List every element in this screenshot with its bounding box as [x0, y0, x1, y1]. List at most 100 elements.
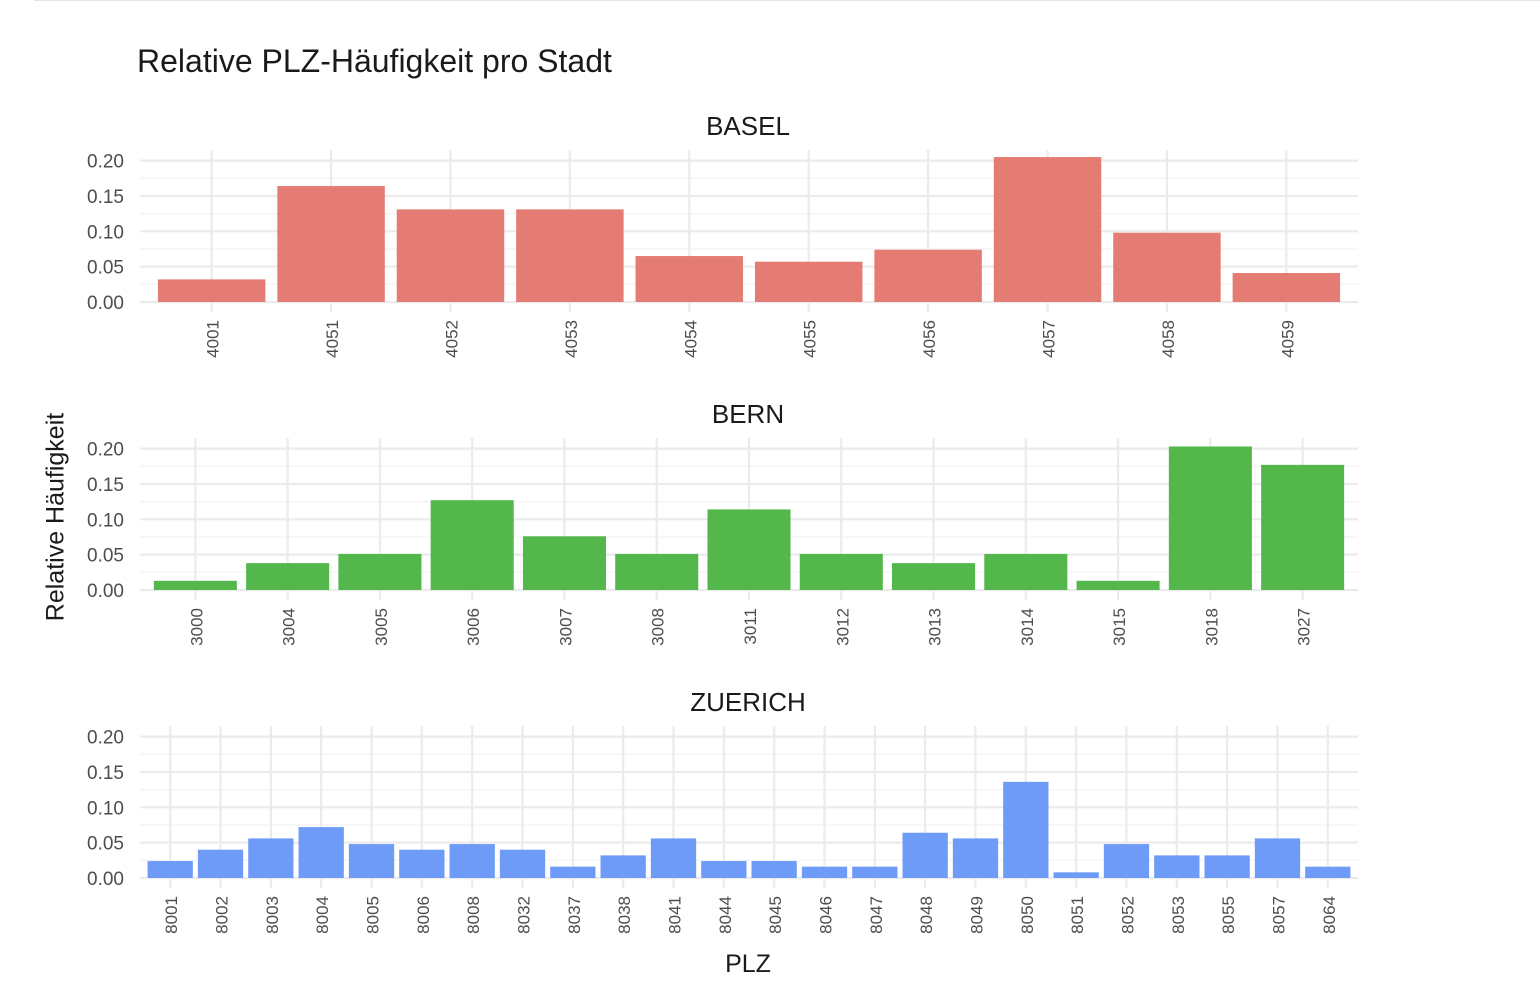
bar-zuerich-8038 [600, 855, 646, 878]
y-tick-label: 0.20 [87, 728, 124, 749]
bar-zuerich-8051 [1053, 872, 1099, 878]
y-tick-label: 0.10 [87, 222, 124, 243]
y-tick-label: 0.15 [87, 763, 124, 784]
x-tick-label: 8003 [263, 896, 282, 934]
x-tick-label: 8001 [162, 896, 181, 934]
bar-bern-3004 [246, 563, 330, 590]
bar-zuerich-8037 [550, 866, 596, 878]
bar-bern-3013 [892, 563, 976, 590]
x-tick-label: 8053 [1169, 896, 1188, 934]
x-tick-label: 8064 [1320, 896, 1339, 934]
x-tick-label: 8041 [666, 896, 685, 934]
x-tick-label: 4053 [562, 320, 581, 358]
x-tick-label: 8005 [364, 896, 383, 934]
x-tick-label: 4055 [801, 320, 820, 358]
bar-bern-3012 [799, 553, 883, 590]
y-tick-label: 0.15 [87, 187, 124, 208]
x-tick-label: 8002 [213, 896, 232, 934]
x-tick-label: 8032 [515, 896, 534, 934]
y-tick-label: 0.00 [87, 581, 124, 602]
bar-bern-3014 [984, 553, 1068, 590]
x-tick-label: 3007 [556, 608, 575, 646]
x-tick-label: 8052 [1118, 896, 1137, 934]
x-tick-label: 3008 [649, 608, 668, 646]
bar-bern-3008 [615, 553, 699, 590]
bar-bern-3011 [707, 509, 791, 590]
y-tick-label: 0.20 [87, 440, 124, 461]
x-tick-label: 8038 [615, 896, 634, 934]
x-tick-label: 4059 [1278, 320, 1297, 358]
bar-bern-3027 [1261, 464, 1345, 590]
y-tick-label: 0.20 [87, 152, 124, 173]
x-tick-label: 3006 [464, 608, 483, 646]
x-tick-label: 3015 [1110, 608, 1129, 646]
x-tick-label: 8057 [1269, 896, 1288, 934]
panel-basel: 0.00 0.05 0.10 0.15 0.20 4001 4051 4052 4053 4054… [87, 111, 1358, 358]
bar-zuerich-8048 [902, 832, 948, 878]
bar-bern-3015 [1076, 580, 1160, 590]
bar-zuerich-8041 [650, 838, 697, 878]
panel-bern: 0.00 0.05 0.10 0.15 0.20 3000 3004 3005 3006 3007… [87, 399, 1358, 646]
facet-label-basel: BASEL [706, 111, 790, 141]
bar-zuerich-8008 [449, 844, 495, 878]
bar-basel-4054 [635, 256, 744, 302]
facet-label-zuerich: ZUERICH [690, 687, 806, 717]
x-tick-label: 8055 [1219, 896, 1238, 934]
facet-label-bern: BERN [712, 399, 784, 429]
x-tick-label: 4054 [681, 320, 700, 358]
bar-bern-3007 [522, 536, 606, 590]
bar-zuerich-8002 [197, 849, 244, 878]
bar-zuerich-8053 [1154, 855, 1200, 878]
x-tick-label: 3027 [1295, 608, 1314, 646]
x-tick-label: 3014 [1018, 608, 1037, 646]
x-tick-label: 8006 [414, 896, 433, 934]
x-tick-label: 4056 [920, 320, 939, 358]
bar-zuerich-8004 [298, 827, 344, 878]
x-tick-label: 8044 [716, 896, 735, 934]
x-tick-label: 8048 [917, 896, 936, 934]
bar-zuerich-8001 [147, 861, 193, 878]
y-tick-label: 0.10 [87, 510, 124, 531]
chart-title: Relative PLZ-Häufigkeit pro Stadt [137, 43, 612, 79]
bar-zuerich-8064 [1305, 866, 1351, 878]
x-tick-label: 8004 [313, 896, 332, 934]
bar-basel-4053 [516, 209, 624, 302]
y-tick-label: 0.05 [87, 258, 124, 279]
bar-basel-4055 [754, 261, 863, 302]
bar-zuerich-8044 [701, 861, 747, 878]
bar-zuerich-8005 [348, 844, 395, 878]
x-tick-label: 8046 [816, 896, 835, 934]
x-tick-label: 3000 [187, 608, 206, 646]
x-tick-label: 3012 [833, 608, 852, 646]
x-tick-label: 8050 [1018, 896, 1037, 934]
x-axis-title: PLZ [725, 950, 771, 978]
bar-basel-4058 [1113, 232, 1221, 302]
bar-basel-4057 [993, 157, 1102, 302]
bar-basel-4052 [396, 209, 505, 302]
bar-zuerich-8003 [248, 838, 294, 878]
x-tick-label: 8008 [464, 896, 483, 934]
bar-basel-4051 [277, 186, 385, 302]
y-tick-label: 0.15 [87, 475, 124, 496]
x-tick-label: 4001 [204, 320, 223, 358]
x-tick-label: 3018 [1202, 608, 1221, 646]
x-tick-label: 3005 [372, 608, 391, 646]
x-tick-label: 3013 [926, 608, 945, 646]
bar-zuerich-8052 [1103, 844, 1150, 878]
x-tick-label: 8051 [1068, 896, 1087, 934]
x-tick-label: 8049 [967, 896, 986, 934]
x-tick-label: 4058 [1159, 320, 1178, 358]
x-tick-label: 8045 [766, 896, 785, 934]
x-tick-label: 4052 [442, 320, 461, 358]
bar-zuerich-8049 [952, 838, 999, 878]
x-tick-label: 4051 [323, 320, 342, 358]
y-tick-label: 0.05 [87, 834, 124, 855]
panel-zuerich: 0.00 0.05 0.10 0.15 0.20 8001 8002 8003 8004 8005… [87, 687, 1358, 934]
bar-zuerich-8046 [801, 866, 848, 878]
bar-basel-4059 [1232, 273, 1341, 302]
bar-zuerich-8006 [399, 849, 445, 878]
bar-bern-3006 [430, 500, 514, 590]
bar-zuerich-8045 [751, 861, 797, 878]
y-tick-label: 0.00 [87, 869, 124, 890]
